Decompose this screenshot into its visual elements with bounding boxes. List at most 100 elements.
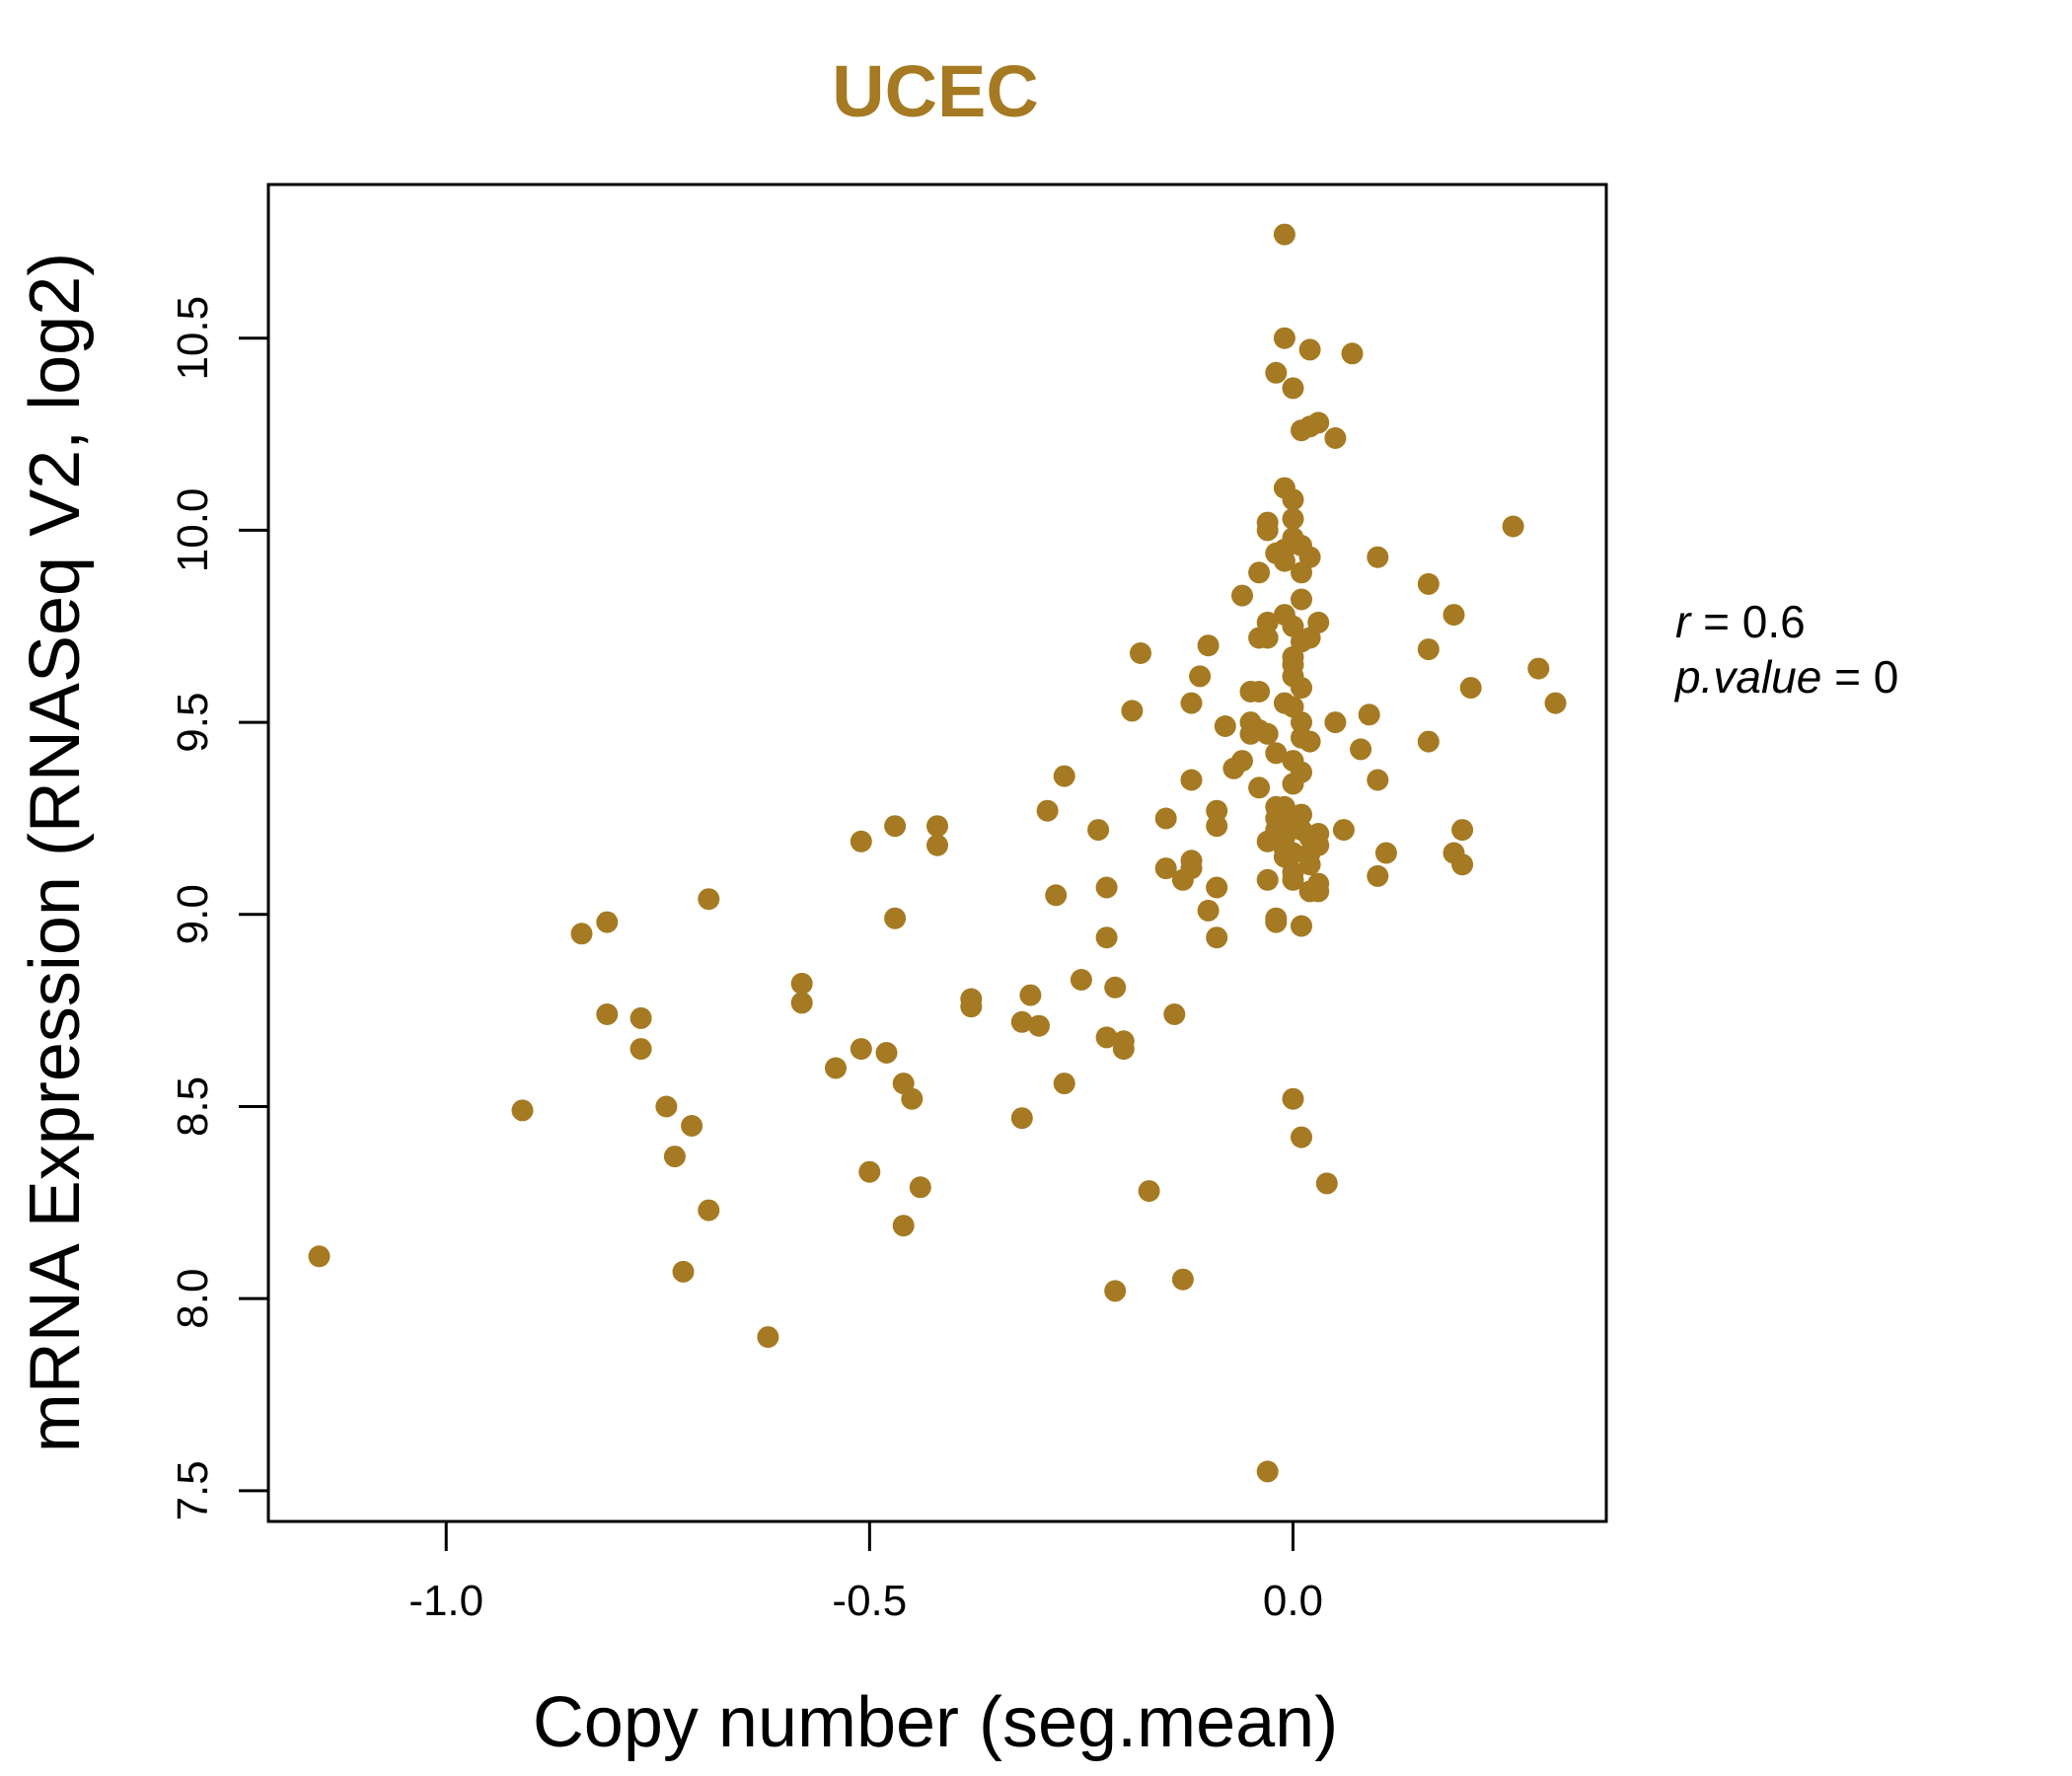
data-point-12 — [698, 888, 720, 911]
data-point-62 — [1197, 634, 1220, 657]
data-point-31 — [1010, 1010, 1033, 1033]
data-point-150 — [1307, 823, 1330, 845]
data-point-144 — [1298, 338, 1321, 361]
y-tick-label: 9.5 — [169, 693, 217, 753]
data-point-6 — [629, 1038, 652, 1061]
data-point-125 — [1291, 803, 1312, 826]
data-point-156 — [1332, 819, 1355, 842]
data-point-42 — [1095, 926, 1118, 949]
data-point-172 — [1502, 515, 1524, 538]
data-point-14 — [790, 972, 813, 995]
data-point-98 — [1273, 327, 1295, 349]
y-tick-label: 10.0 — [169, 488, 217, 573]
data-point-34 — [1028, 1014, 1050, 1037]
data-point-51 — [1154, 807, 1177, 830]
x-tick-label: -0.5 — [832, 1577, 907, 1625]
data-point-163 — [1374, 842, 1397, 864]
plot-frame — [266, 183, 1608, 1523]
data-point-164 — [1417, 572, 1440, 595]
data-point-21 — [884, 907, 907, 929]
data-point-16 — [825, 1057, 847, 1079]
data-point-85 — [1256, 868, 1279, 891]
data-point-50 — [1138, 1180, 1160, 1203]
data-point-80 — [1256, 627, 1279, 649]
data-point-168 — [1443, 604, 1465, 627]
data-point-131 — [1291, 588, 1312, 611]
data-point-18 — [850, 830, 872, 852]
data-point-11 — [698, 1199, 720, 1221]
data-point-66 — [1206, 876, 1228, 899]
data-point-64 — [1206, 815, 1228, 838]
data-point-118 — [1282, 1087, 1304, 1110]
data-point-81 — [1256, 611, 1279, 633]
data-point-20 — [875, 1042, 898, 1064]
data-point-153 — [1315, 1172, 1338, 1195]
data-point-53 — [1163, 1003, 1186, 1025]
data-point-93 — [1265, 911, 1288, 933]
stats-annotation: r = 0.6p.value = 0 — [1673, 596, 1898, 703]
data-point-39 — [1070, 969, 1092, 991]
y-tick-label: 8.0 — [169, 1269, 217, 1329]
data-point-59 — [1180, 769, 1203, 791]
data-point-138 — [1298, 546, 1321, 568]
data-point-158 — [1350, 738, 1372, 761]
x-tick-label: 0.0 — [1263, 1577, 1323, 1625]
data-point-22 — [884, 815, 907, 838]
data-point-97 — [1273, 223, 1295, 246]
data-point-17 — [850, 1038, 872, 1061]
data-point-87 — [1265, 742, 1288, 765]
data-point-2 — [570, 923, 593, 945]
data-point-30 — [960, 996, 983, 1018]
y-tick-label: 8.5 — [169, 1076, 217, 1137]
data-point-65 — [1206, 926, 1228, 949]
stat-line-0: r = 0.6 — [1675, 596, 1806, 647]
data-point-78 — [1248, 561, 1271, 584]
data-point-69 — [1231, 750, 1253, 773]
data-point-4 — [596, 1003, 619, 1025]
points-layer — [308, 223, 1567, 1483]
x-axis-title: Copy number (seg.mean) — [533, 1683, 1338, 1762]
y-tick-label: 7.5 — [169, 1460, 217, 1520]
data-point-170 — [1451, 819, 1474, 842]
x-axis: -1.0 -0.5 0.0 — [408, 1521, 1323, 1625]
data-point-60 — [1189, 665, 1212, 688]
data-point-5 — [629, 1006, 652, 1029]
data-point-141 — [1298, 730, 1321, 753]
data-point-174 — [1544, 692, 1567, 714]
data-point-154 — [1324, 427, 1347, 449]
data-point-49 — [1130, 642, 1151, 664]
data-point-44 — [1104, 976, 1127, 999]
data-point-43 — [1095, 1026, 1118, 1049]
x-tick-label: -1.0 — [408, 1577, 483, 1625]
data-point-171 — [1459, 677, 1482, 700]
data-point-13 — [757, 1326, 779, 1349]
data-point-9 — [672, 1260, 695, 1283]
y-tick-label: 9.0 — [169, 884, 217, 944]
data-point-61 — [1197, 899, 1220, 922]
data-point-155 — [1324, 711, 1347, 734]
data-point-38 — [1053, 1073, 1075, 1095]
data-point-10 — [681, 1115, 703, 1137]
data-point-161 — [1367, 546, 1389, 568]
data-point-84 — [1256, 722, 1279, 745]
data-point-134 — [1291, 915, 1312, 937]
data-point-117 — [1282, 842, 1304, 864]
data-point-27 — [926, 834, 948, 856]
data-point-132 — [1291, 677, 1312, 700]
data-point-24 — [892, 1215, 915, 1237]
data-point-63 — [1206, 799, 1228, 822]
data-point-120 — [1282, 507, 1304, 530]
data-point-33 — [1019, 984, 1042, 1006]
data-point-147 — [1307, 611, 1330, 633]
data-point-67 — [1214, 715, 1236, 737]
data-point-28 — [926, 815, 948, 838]
data-point-137 — [1291, 711, 1312, 734]
data-point-74 — [1248, 681, 1271, 703]
data-point-173 — [1527, 657, 1550, 680]
data-point-7 — [655, 1095, 678, 1118]
data-point-0 — [308, 1245, 331, 1268]
data-point-40 — [1087, 819, 1110, 842]
data-point-151 — [1307, 411, 1330, 434]
data-point-166 — [1417, 730, 1440, 753]
